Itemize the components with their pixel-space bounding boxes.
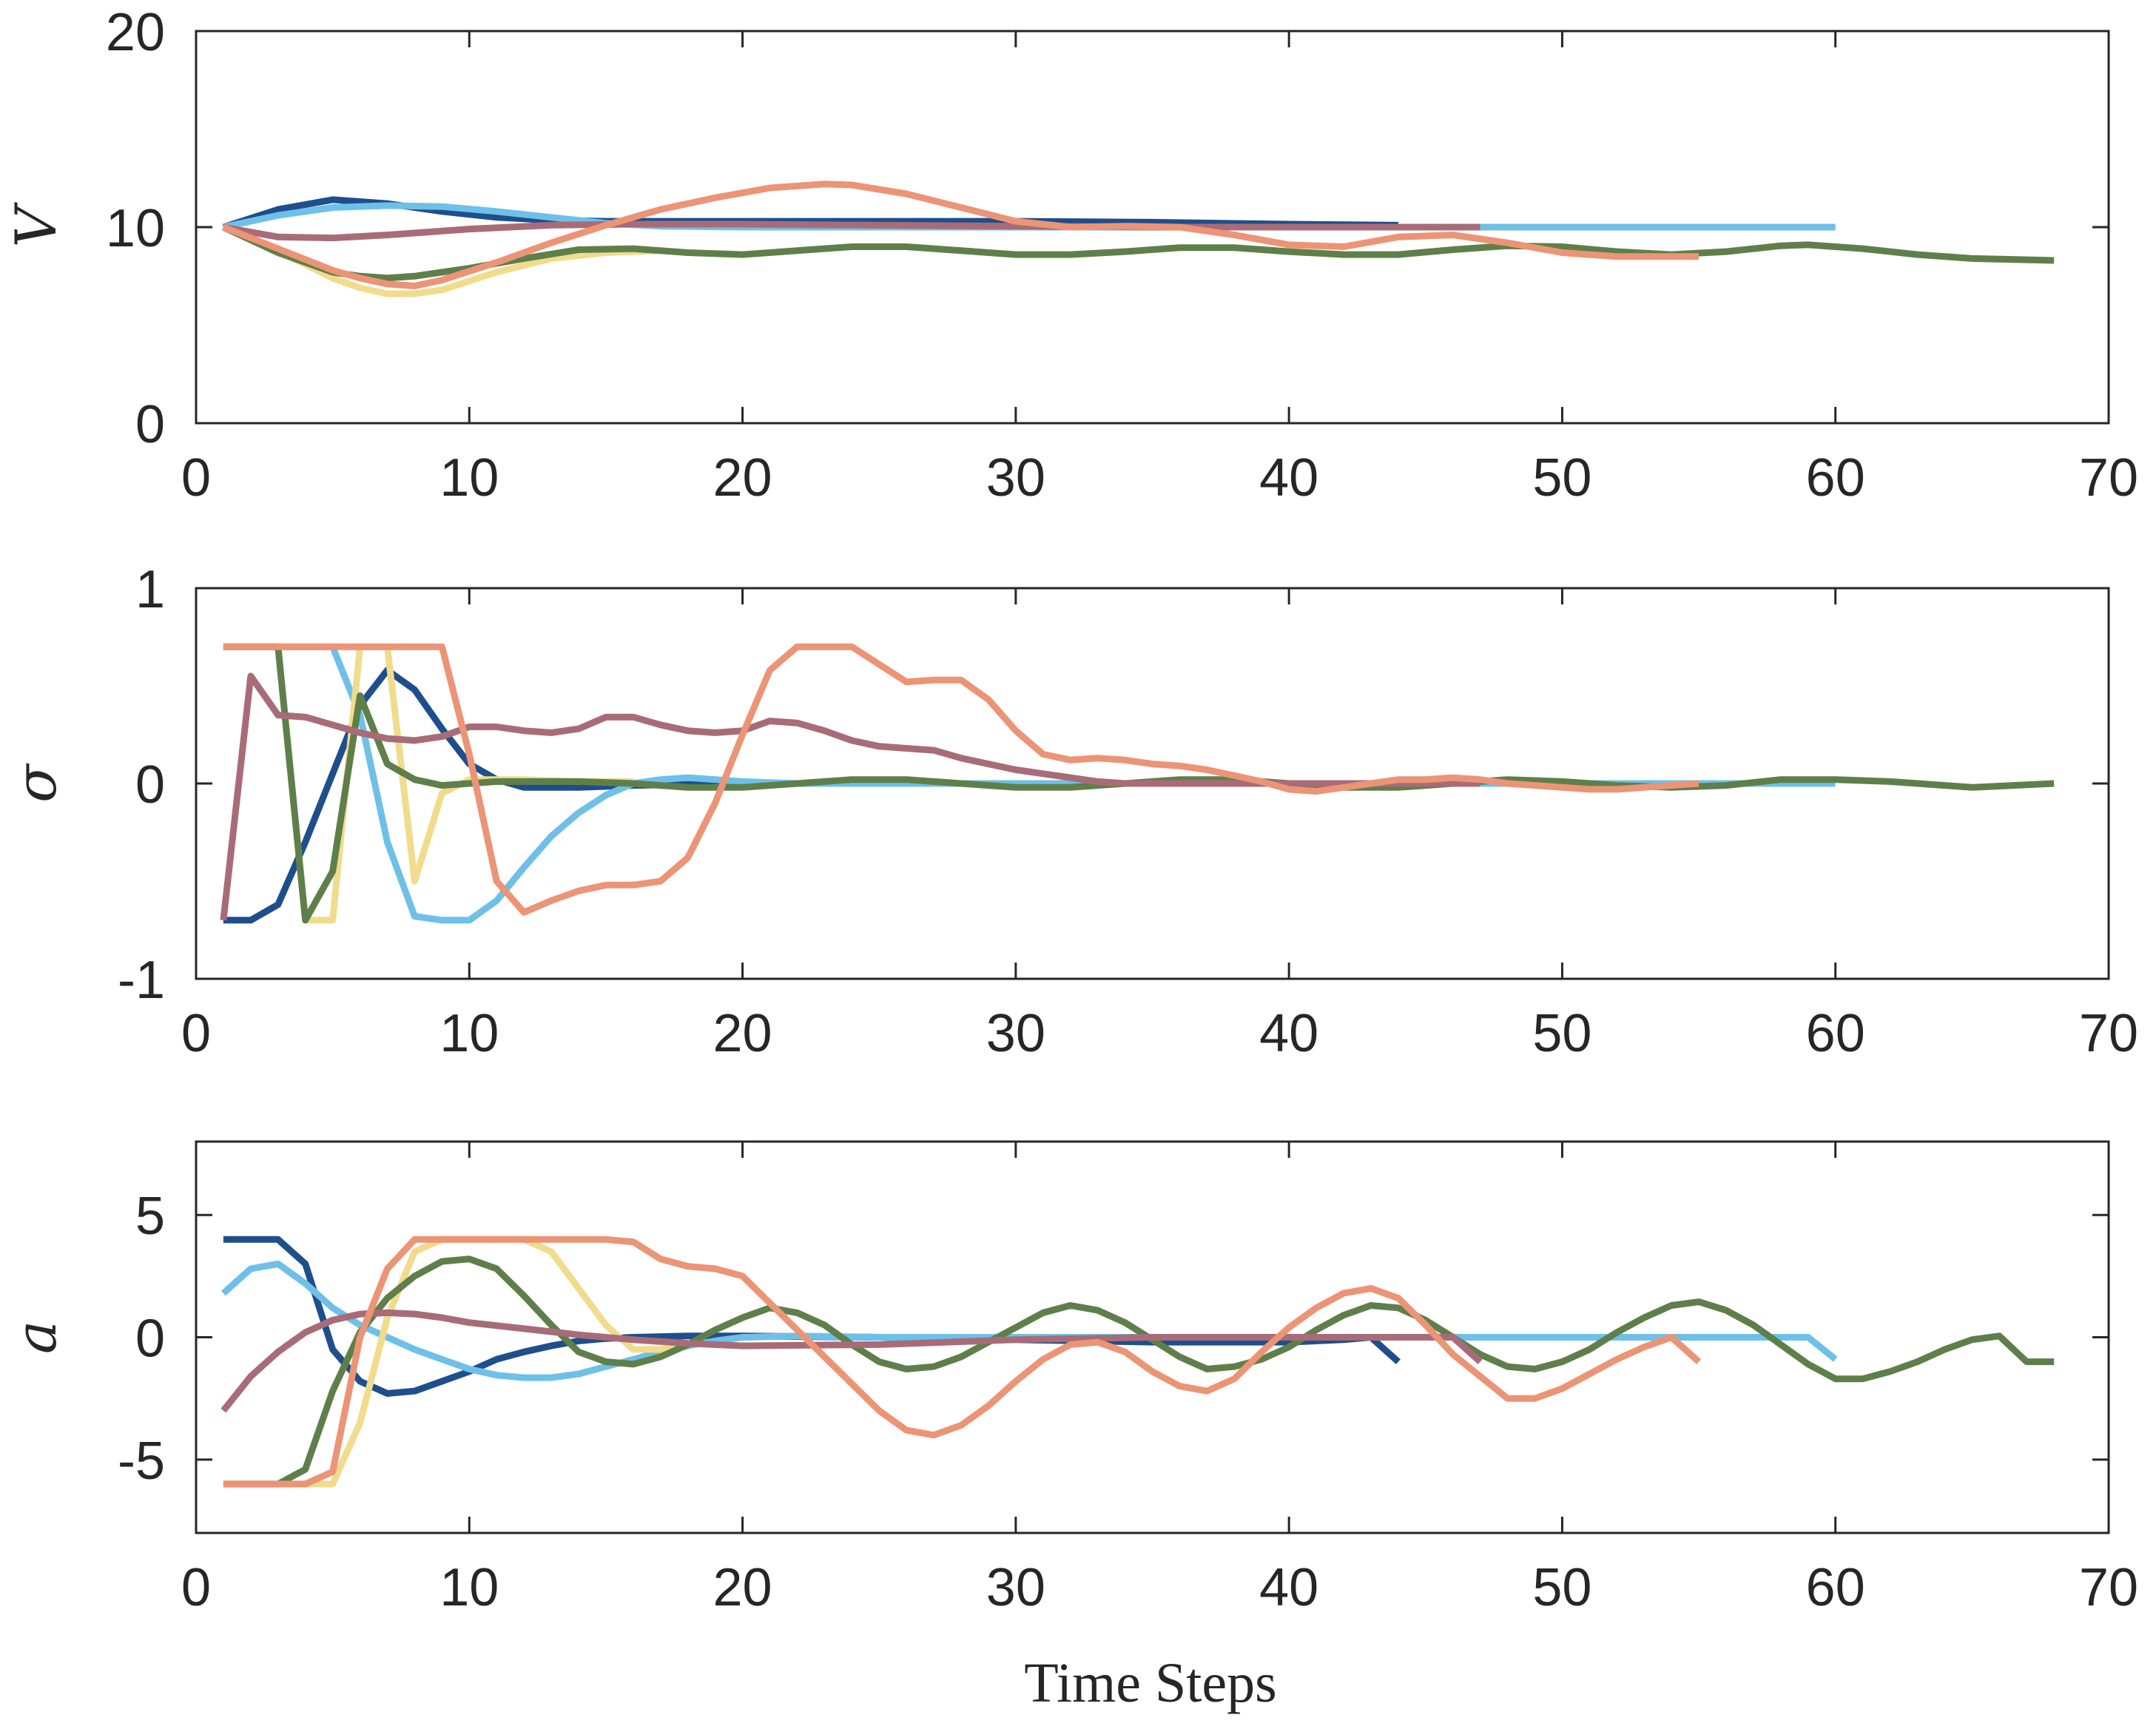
y-tick-label: 0 bbox=[135, 755, 165, 815]
velocity-panel: 0 10 20 30 40 50 60 70 0 10 20 V bbox=[3, 3, 2138, 508]
series-line-s5 bbox=[220, 1309, 1483, 1413]
series-line-s4 bbox=[221, 223, 2055, 282]
x-tick-label: 70 bbox=[2079, 1004, 2138, 1063]
y-tick-label: 20 bbox=[106, 3, 165, 62]
x-tick-label: 20 bbox=[713, 1558, 772, 1617]
series-line-s5 bbox=[220, 673, 1480, 921]
y-tick-label: -5 bbox=[118, 1432, 165, 1491]
y-tick-label: -1 bbox=[118, 951, 165, 1010]
x-tick-label: 60 bbox=[1806, 1558, 1865, 1617]
series-line-s6 bbox=[223, 643, 1699, 916]
x-tick-label: 30 bbox=[986, 1004, 1045, 1063]
y-tick-label: 0 bbox=[135, 395, 165, 454]
x-axis-label: Time Steps bbox=[1024, 1652, 1276, 1714]
x-tick-label: 20 bbox=[713, 448, 772, 508]
x-tick-label: 0 bbox=[181, 448, 211, 508]
series-line-s6 bbox=[223, 1236, 1702, 1488]
x-tick-label: 60 bbox=[1806, 1004, 1865, 1063]
a-axis-label: a bbox=[3, 1321, 69, 1354]
x-tick-label: 0 bbox=[181, 1558, 211, 1617]
x-tick-label: 40 bbox=[1259, 1004, 1318, 1063]
x-tick-label: 40 bbox=[1259, 1558, 1318, 1617]
v-axis-label: V bbox=[3, 201, 69, 247]
x-tick-label: 30 bbox=[986, 448, 1045, 508]
sigma-panel: 0 10 20 30 40 50 60 70 -1 0 1 σ bbox=[3, 560, 2138, 1063]
x-tick-label: 60 bbox=[1806, 448, 1865, 508]
x-tick-label: 10 bbox=[439, 448, 499, 508]
x-tick-label: 0 bbox=[181, 1004, 211, 1063]
x-tick-label: 40 bbox=[1259, 448, 1318, 508]
x-tick-label: 20 bbox=[713, 1004, 772, 1063]
acceleration-panel: 0 10 20 30 40 50 60 70 -5 0 5 a bbox=[3, 1140, 2138, 1617]
series-line-s6 bbox=[222, 181, 1699, 289]
x-tick-label: 50 bbox=[1532, 1004, 1591, 1063]
series-line-s4 bbox=[223, 1256, 2055, 1488]
x-tick-label: 10 bbox=[439, 1004, 499, 1063]
x-tick-label: 50 bbox=[1532, 448, 1591, 508]
x-tick-label: 70 bbox=[2079, 448, 2138, 508]
y-tick-label: 0 bbox=[135, 1310, 165, 1369]
series-line-s5 bbox=[223, 220, 1480, 242]
y-tick-label: 5 bbox=[135, 1187, 165, 1246]
sigma-axis-label: σ bbox=[3, 763, 69, 803]
x-tick-label: 30 bbox=[986, 1558, 1045, 1617]
y-tick-label: 1 bbox=[135, 560, 165, 619]
y-tick-label: 10 bbox=[106, 199, 165, 258]
x-tick-label: 70 bbox=[2079, 1558, 2138, 1617]
x-tick-label: 10 bbox=[439, 1558, 499, 1617]
x-tick-label: 50 bbox=[1532, 1558, 1591, 1617]
